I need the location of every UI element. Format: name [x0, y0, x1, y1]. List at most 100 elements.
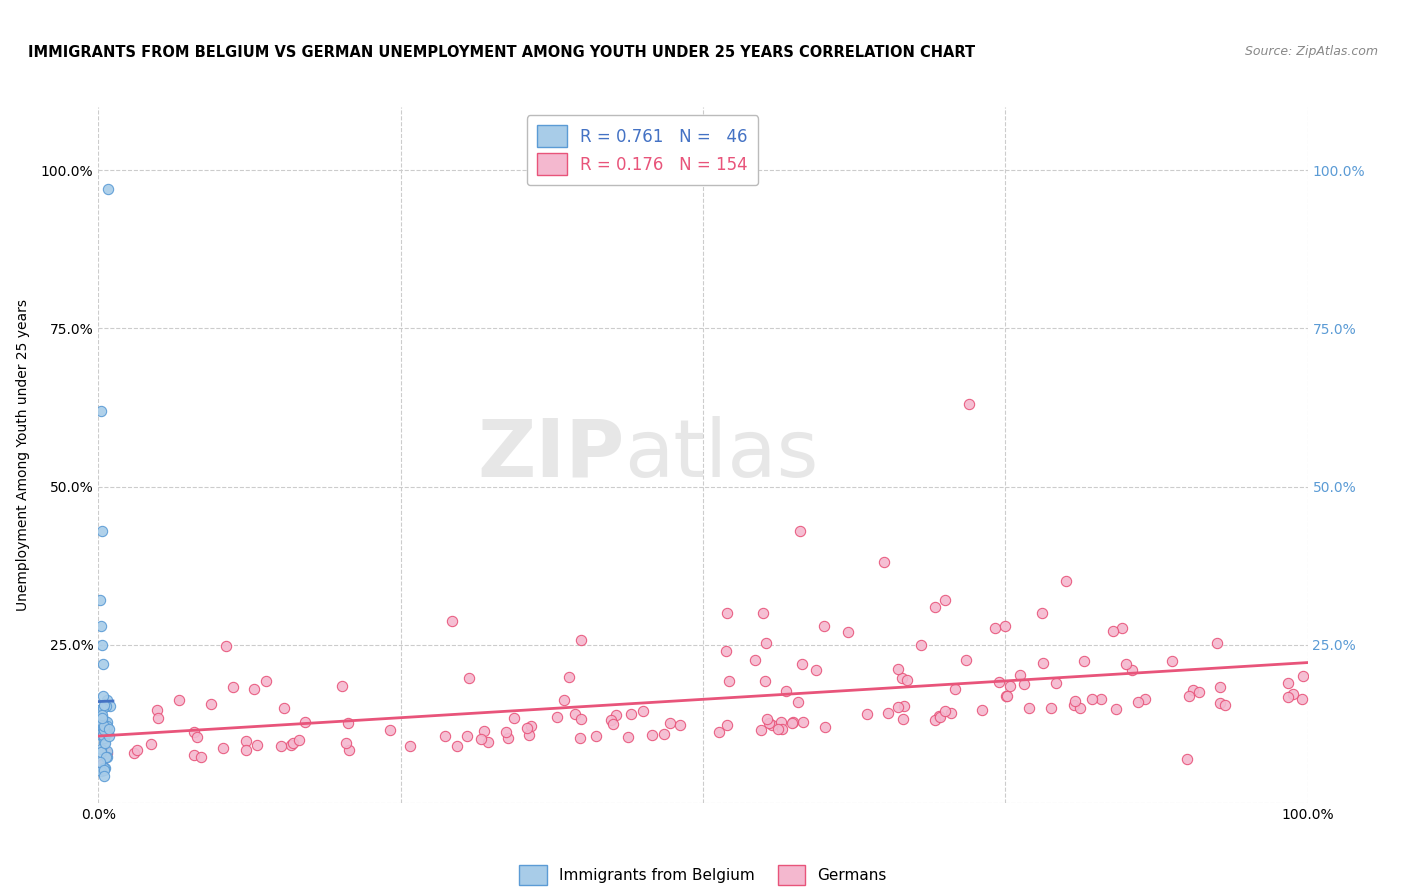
Point — [617, 730, 640, 744]
Point — [294, 715, 316, 730]
Point — [775, 684, 797, 698]
Point — [98, 722, 121, 736]
Point — [91, 728, 114, 742]
Point — [516, 721, 538, 735]
Point — [94, 761, 117, 775]
Point — [787, 695, 810, 709]
Point — [585, 729, 607, 743]
Point — [1282, 688, 1305, 702]
Point — [557, 670, 579, 684]
Point — [1111, 621, 1133, 635]
Point — [1187, 685, 1209, 699]
Point — [605, 707, 627, 722]
Point — [495, 725, 517, 739]
Point — [744, 653, 766, 667]
Point — [553, 693, 575, 707]
Point — [758, 715, 780, 730]
Point — [1032, 657, 1054, 671]
Point — [446, 739, 468, 753]
Point — [398, 739, 420, 753]
Point — [957, 397, 980, 411]
Point — [222, 680, 245, 694]
Point — [96, 725, 118, 739]
Point — [633, 704, 655, 718]
Point — [1292, 669, 1315, 683]
Point — [837, 625, 859, 640]
Point — [896, 673, 918, 688]
Point — [1182, 682, 1205, 697]
Point — [190, 750, 212, 764]
Point — [91, 714, 114, 729]
Point — [569, 712, 592, 726]
Point — [1069, 701, 1091, 715]
Point — [955, 653, 977, 667]
Point — [856, 706, 879, 721]
Point — [1031, 606, 1053, 620]
Point — [934, 704, 956, 718]
Point — [1213, 698, 1236, 713]
Point — [89, 593, 111, 607]
Point — [755, 636, 778, 650]
Point — [1126, 694, 1149, 708]
Point — [456, 729, 478, 743]
Point — [98, 699, 121, 714]
Point — [91, 638, 114, 652]
Point — [804, 663, 827, 677]
Point — [934, 593, 956, 607]
Point — [146, 711, 169, 725]
Point — [335, 736, 357, 750]
Point — [91, 707, 114, 722]
Point — [988, 675, 1011, 690]
Point — [929, 710, 952, 724]
Point — [91, 657, 114, 671]
Point — [640, 728, 662, 742]
Point — [167, 693, 190, 707]
Point — [273, 701, 295, 715]
Text: ZIP: ZIP — [477, 416, 624, 494]
Legend: Immigrants from Belgium, Germans: Immigrants from Belgium, Germans — [513, 859, 893, 891]
Point — [90, 764, 112, 778]
Point — [472, 724, 495, 739]
Point — [519, 719, 541, 733]
Point — [94, 723, 117, 737]
Point — [97, 182, 120, 196]
Point — [1010, 668, 1032, 682]
Point — [620, 706, 643, 721]
Point — [1080, 692, 1102, 706]
Point — [91, 524, 114, 538]
Point — [924, 713, 946, 727]
Point — [780, 715, 803, 730]
Point — [1209, 696, 1232, 710]
Point — [93, 698, 115, 712]
Point — [246, 738, 269, 752]
Point — [339, 743, 361, 757]
Point — [568, 731, 591, 746]
Point — [288, 733, 311, 747]
Point — [770, 722, 793, 736]
Point — [792, 657, 814, 671]
Point — [235, 733, 257, 747]
Point — [893, 698, 915, 713]
Point — [1105, 702, 1128, 716]
Point — [1121, 663, 1143, 677]
Point — [96, 750, 118, 764]
Point — [283, 736, 305, 750]
Point — [97, 729, 120, 743]
Point — [91, 721, 114, 735]
Point — [600, 714, 623, 728]
Point — [924, 599, 946, 614]
Point — [716, 606, 738, 620]
Point — [659, 716, 682, 731]
Point — [90, 403, 112, 417]
Point — [186, 731, 208, 745]
Point — [90, 742, 112, 756]
Text: IMMIGRANTS FROM BELGIUM VS GERMAN UNEMPLOYMENT AMONG YOUTH UNDER 25 YEARS CORREL: IMMIGRANTS FROM BELGIUM VS GERMAN UNEMPL… — [28, 45, 976, 60]
Point — [1206, 636, 1229, 650]
Point — [90, 746, 112, 760]
Point — [546, 710, 568, 724]
Point — [995, 689, 1018, 703]
Point — [94, 714, 117, 729]
Point — [891, 671, 914, 685]
Point — [813, 618, 835, 632]
Point — [211, 741, 233, 756]
